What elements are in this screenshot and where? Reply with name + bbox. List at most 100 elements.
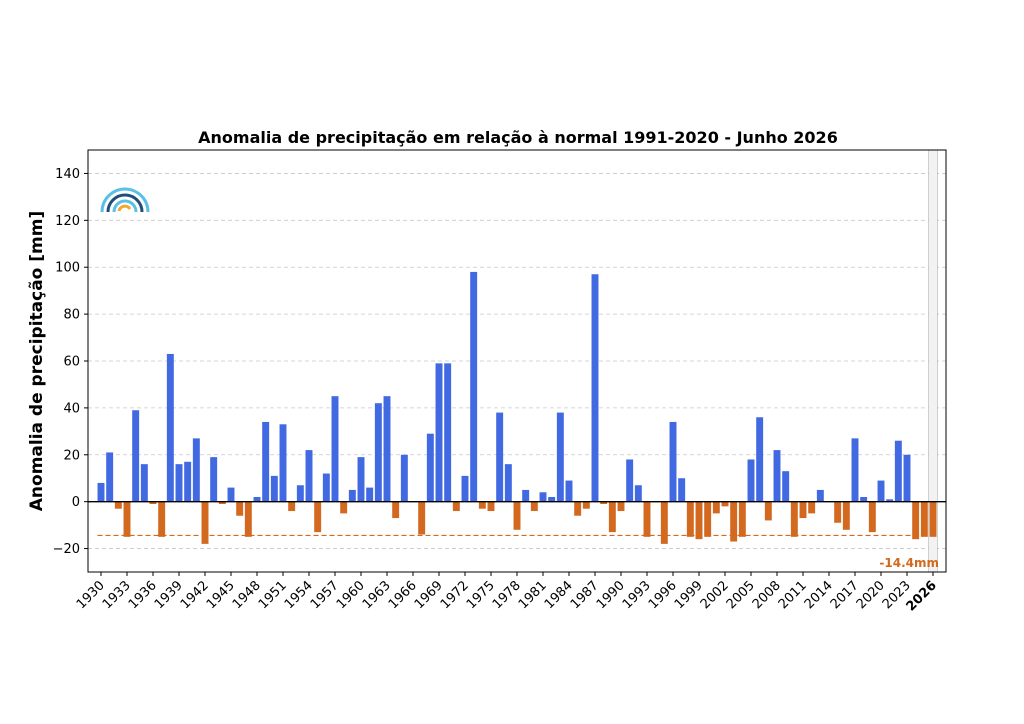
- bar-2006: [756, 417, 764, 502]
- bar-1960: [357, 457, 365, 502]
- bar-1993: [643, 501, 651, 537]
- bar-1942: [201, 501, 209, 544]
- bar-1985: [574, 501, 582, 516]
- bar-2012: [808, 501, 816, 514]
- y-tick-label: 80: [63, 308, 80, 323]
- bar-1995: [660, 501, 668, 544]
- bar-1946: [236, 501, 244, 516]
- bar-2000: [704, 501, 712, 537]
- bar-1934: [132, 410, 140, 502]
- bar-1963: [383, 396, 391, 502]
- bar-1938: [166, 353, 174, 502]
- bar-2018: [860, 496, 868, 502]
- bar-1973: [470, 271, 478, 502]
- bar-1972: [461, 475, 469, 502]
- bar-1953: [296, 485, 304, 502]
- bar-1990: [617, 501, 625, 512]
- bar-1986: [582, 501, 590, 509]
- bar-1950: [270, 475, 278, 502]
- bar-2016: [842, 501, 850, 530]
- bar-1944: [218, 501, 226, 505]
- y-tick-label: 100: [55, 261, 80, 276]
- bar-1958: [340, 501, 348, 514]
- bar-2025: [920, 501, 928, 537]
- bar-1988: [600, 501, 608, 505]
- bar-1940: [184, 461, 192, 502]
- bar-2004: [738, 501, 746, 537]
- bar-1965: [400, 454, 408, 502]
- bar-1991: [626, 459, 634, 502]
- bar-1955: [314, 501, 322, 533]
- logo-icon: [100, 187, 150, 213]
- y-tick-label: 120: [55, 214, 80, 229]
- bar-1974: [478, 501, 486, 509]
- bar-2009: [782, 471, 790, 502]
- bar-1970: [444, 363, 452, 502]
- bar-1987: [591, 274, 599, 502]
- bar-1998: [686, 501, 694, 537]
- bar-2015: [834, 501, 842, 523]
- bar-1976: [496, 412, 504, 502]
- bar-1959: [348, 489, 356, 502]
- bar-1999: [695, 501, 703, 540]
- bar-1964: [392, 501, 400, 519]
- bar-1948: [253, 496, 261, 502]
- bar-1957: [331, 396, 339, 502]
- bar-1982: [548, 496, 556, 502]
- bar-1981: [539, 492, 547, 502]
- bar-2019: [868, 501, 876, 533]
- bar-1941: [192, 438, 200, 502]
- bar-1936: [149, 501, 157, 505]
- bar-1971: [452, 501, 460, 512]
- chart-title: Anomalia de precipitação em relação à no…: [198, 128, 838, 147]
- bar-2005: [747, 459, 755, 502]
- y-axis-label: Anomalia de precipitação [mm]: [27, 211, 47, 511]
- bar-1949: [262, 421, 270, 502]
- y-tick-label: 20: [63, 448, 80, 463]
- bar-2002: [721, 501, 729, 507]
- bar-2024: [912, 501, 920, 540]
- bar-1935: [140, 464, 148, 502]
- reference-value-label: -14.4mm: [879, 556, 939, 570]
- bar-1975: [487, 501, 495, 512]
- bar-1937: [158, 501, 166, 537]
- bar-2008: [773, 450, 781, 502]
- bar-2026: [929, 501, 937, 537]
- bar-1931: [106, 452, 114, 502]
- bar-1977: [504, 464, 512, 502]
- bar-1979: [522, 489, 530, 502]
- bar-1961: [366, 487, 374, 502]
- bar-1962: [374, 403, 382, 502]
- bar-1954: [305, 450, 313, 502]
- bar-2022: [894, 440, 902, 502]
- bar-1996: [669, 421, 677, 502]
- bar-2017: [851, 438, 859, 502]
- bar-2011: [799, 501, 807, 519]
- bar-2001: [712, 501, 720, 514]
- bar-1932: [114, 501, 122, 509]
- y-tick-label: −20: [53, 542, 80, 557]
- bar-1956: [322, 473, 330, 502]
- bar-1947: [244, 501, 252, 537]
- y-tick-label: 60: [63, 355, 80, 370]
- bar-1989: [608, 501, 616, 533]
- bar-1969: [435, 363, 443, 502]
- bar-2013: [816, 489, 824, 502]
- bar-1967: [418, 501, 426, 535]
- bar-2020: [877, 480, 885, 502]
- bar-2010: [790, 501, 798, 537]
- bar-1930: [97, 482, 105, 502]
- bar-1951: [279, 424, 287, 502]
- bar-1939: [175, 464, 183, 502]
- bars: [97, 271, 937, 544]
- bar-2007: [764, 501, 772, 521]
- bar-1945: [227, 487, 235, 502]
- bar-1983: [556, 412, 564, 502]
- y-tick-label: 0: [72, 495, 80, 510]
- bar-1978: [513, 501, 521, 530]
- bar-1980: [530, 501, 538, 512]
- bar-1968: [426, 433, 434, 502]
- bar-1933: [123, 501, 131, 537]
